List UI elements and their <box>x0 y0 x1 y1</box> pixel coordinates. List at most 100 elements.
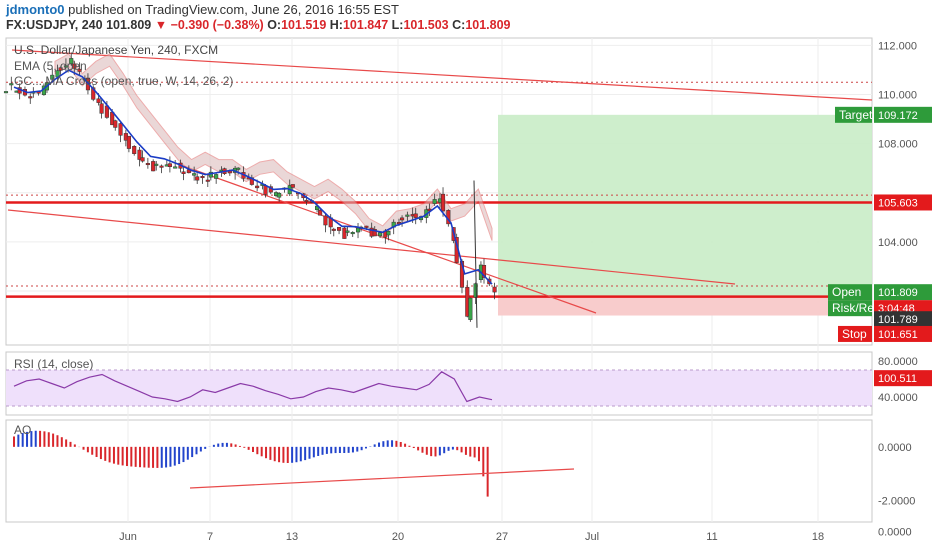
candle-body <box>77 68 82 72</box>
candle-body <box>192 173 197 176</box>
x-tick-label: Jun <box>119 531 137 543</box>
level-tag-label: Stop <box>842 327 867 341</box>
rsi-title: RSI (14, close) <box>14 357 93 371</box>
candle-body <box>481 265 487 278</box>
level-tag <box>828 284 872 301</box>
ao-trendline <box>189 468 575 489</box>
candle-body <box>91 87 96 100</box>
x-tick-label: 18 <box>812 531 824 543</box>
price-tag-value: 101.651 <box>878 329 918 341</box>
candle-body <box>9 83 14 86</box>
candle-body <box>159 165 164 168</box>
candle-body <box>405 214 410 217</box>
candle-body <box>377 232 383 237</box>
price-tag-value: 101.789 <box>878 314 918 326</box>
publish-info: published on TradingView.com, June 26, 2… <box>68 2 399 17</box>
candle-body <box>342 227 347 239</box>
candle-body <box>151 161 156 172</box>
x-tick-label: 13 <box>286 531 298 543</box>
candle-body <box>99 103 104 114</box>
candle-body <box>255 185 260 189</box>
candle-body <box>350 232 355 235</box>
indicator-legend: GC... MA Cross (open, true, W, 14, 26, 2… <box>14 74 233 88</box>
ao-tick-label: 0.0000 <box>878 442 912 454</box>
candle-body <box>72 63 77 69</box>
candle-body <box>413 213 418 218</box>
candle-body <box>58 67 63 71</box>
level-tag <box>838 325 872 342</box>
candle-body <box>154 163 159 166</box>
x-tick-label: 11 <box>706 531 717 543</box>
price-tag-value: 100.511 <box>878 373 917 385</box>
open-value: 101.519 <box>281 18 327 32</box>
publish-line: jdmonto0 published on TradingView.com, J… <box>6 2 399 17</box>
ao-title: AO <box>14 423 31 437</box>
candle-body <box>323 215 328 226</box>
candle-body <box>140 157 145 162</box>
ao-tick-label: 0.0000 <box>878 527 912 539</box>
low-label: L: <box>391 18 404 32</box>
y-tick-label: 104.000 <box>878 237 918 249</box>
candle-body <box>214 174 219 179</box>
indicator-legend: EMA (5, open <box>14 59 87 73</box>
y-tick-label: 112.000 <box>878 40 917 52</box>
candle-body <box>113 120 118 128</box>
candle-body <box>50 74 55 80</box>
candle-body <box>432 199 437 204</box>
candle-body <box>372 229 377 237</box>
ao-pane <box>5 419 873 523</box>
candle-body <box>236 167 241 170</box>
candle-body <box>277 192 282 198</box>
price-tag-value: 109.172 <box>878 110 918 122</box>
y-tick-label: 110.000 <box>878 89 917 101</box>
level-tag <box>835 106 872 123</box>
price-tag <box>874 284 932 301</box>
x-tick-label: Jul <box>585 531 599 543</box>
price-tag <box>874 325 932 342</box>
open-label: O: <box>267 18 282 32</box>
ao-tick-label: -2.0000 <box>878 496 915 508</box>
candle-body <box>468 297 473 320</box>
candle-body <box>400 217 405 221</box>
high-label: H: <box>329 18 343 32</box>
chart-header: jdmonto0 published on TradingView.com, J… <box>0 0 932 38</box>
change-value: −0.390 (−0.38%) <box>170 18 264 32</box>
y-tick-label: 108.000 <box>878 139 918 151</box>
trendline-upper <box>11 49 873 101</box>
candle-body <box>364 225 369 228</box>
quote-line: FX:USDJPY, 240 101.809 ▼ −0.390 (−0.38%)… <box>6 18 511 32</box>
candle-body <box>290 184 295 188</box>
rsi-tick-label: 40.0000 <box>878 392 918 404</box>
price-tag-value: 101.809 <box>878 287 918 299</box>
symbol-label[interactable]: FX:USDJPY, 240 <box>6 18 103 32</box>
level-tag-label: Target <box>839 108 873 122</box>
candle-body <box>205 179 210 182</box>
candle-body <box>145 163 150 166</box>
candle-body <box>440 193 446 212</box>
close-value: 101.809 <box>465 18 511 32</box>
price-tag-value: 105.603 <box>878 197 918 209</box>
candle-body <box>331 228 336 231</box>
candle-body <box>69 58 74 64</box>
candle-body <box>386 230 391 236</box>
level-tag <box>828 300 872 317</box>
candle-body <box>132 146 137 154</box>
high-value: 101.847 <box>342 18 389 32</box>
price-tag <box>874 311 932 328</box>
price-tag <box>874 194 932 211</box>
author-link[interactable]: jdmonto0 <box>6 2 65 17</box>
candle-body <box>126 135 131 149</box>
candle-body <box>118 123 123 136</box>
last-price: 101.809 <box>106 18 152 32</box>
ema-line <box>13 69 493 285</box>
rsi-band <box>6 370 872 406</box>
candle-body <box>173 166 178 169</box>
close-label: C: <box>452 18 466 32</box>
candle-body <box>200 176 205 179</box>
candle-body <box>167 163 172 167</box>
candle-body <box>492 286 497 293</box>
price-tag <box>874 106 932 123</box>
candle-body <box>181 171 186 174</box>
candle-body <box>318 210 323 216</box>
